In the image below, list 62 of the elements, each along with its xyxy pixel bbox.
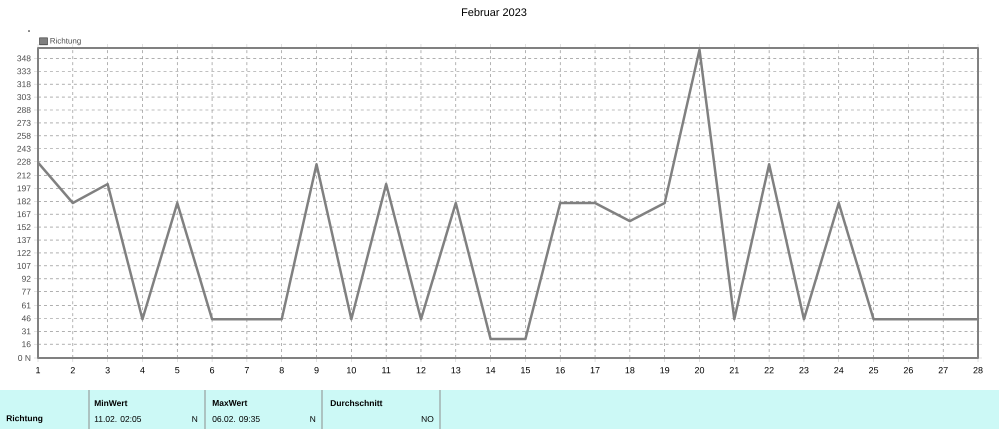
x-tick-label: 4 [140,367,145,374]
y-tick-label: 167 [17,211,31,218]
y-tick-label: 333 [17,68,31,74]
y-tick-label: 107 [17,262,31,269]
x-tick-label: 27 [938,367,948,374]
text: 06.02. 09:35 [212,416,260,422]
x-tick-label: 26 [904,367,913,374]
y-tick-label: 212 [17,172,31,178]
x-tick-label: 24 [834,367,844,374]
y-tick-label: 288 [17,107,31,113]
text: Richtung [6,415,42,423]
x-tick-label: 21 [730,367,739,374]
x-tick-label: 5 [175,367,180,374]
y-tick-label: 152 [17,224,31,230]
x-tick-label: 14 [486,367,496,374]
text: MaxWert [212,400,248,406]
x-tick-label: 28 [973,367,983,374]
y-tick-label: 46 [22,315,31,322]
y-tick-label: 77 [22,288,31,295]
y-tick-label: 137 [17,237,31,244]
x-tick-label: 6 [210,367,214,374]
chart-title: Februar 2023 [462,8,526,16]
x-tick-label: 25 [869,367,878,374]
y-tick-label: 318 [17,81,31,88]
y-tick-label: 273 [17,120,31,126]
text: NO [422,416,434,422]
x-tick-label: 22 [764,367,774,374]
y-tick-label: 16 [22,341,31,348]
y-tick-label: 61 [22,302,31,308]
y-tick-label: 0 N [18,355,30,361]
y-tick-label: 243 [17,146,31,152]
x-tick-label: 8 [280,367,284,374]
y-tick-label: 303 [17,94,31,100]
x-tick-label: 2 [70,367,75,374]
x-tick-label: 10 [347,367,356,374]
x-tick-label: 15 [521,367,530,374]
x-tick-label: 16 [556,367,565,374]
text: N [192,416,198,422]
x-tick-label: 17 [590,367,600,374]
x-tick-label: 11 [382,367,390,374]
y-tick-label: 348 [17,55,31,62]
text: MinWert [94,400,128,406]
y-tick-label: 122 [17,250,31,256]
y-tick-label: 182 [17,198,31,204]
x-tick-label: 9 [314,367,319,374]
text: N [310,416,316,422]
text: Durchschnitt [330,400,382,406]
y-tick-label: 258 [17,132,31,139]
x-tick-label: 7 [244,367,249,374]
x-tick-label: 20 [694,367,704,374]
x-tick-label: 1 [36,367,40,374]
text: 11.02. 02:05 [94,416,142,422]
y-tick-label: 31 [22,328,31,334]
y-tick-label: 92 [22,276,31,282]
y-tick-label: 197 [17,185,31,192]
x-tick-label: 23 [799,367,809,374]
x-tick-label: 3 [105,367,110,374]
x-tick-label: 18 [626,367,634,374]
x-tick-label: 13 [451,367,460,374]
x-tick-label: 12 [416,367,426,374]
x-tick-label: 19 [660,367,670,374]
y-tick-label: 228 [17,158,31,165]
